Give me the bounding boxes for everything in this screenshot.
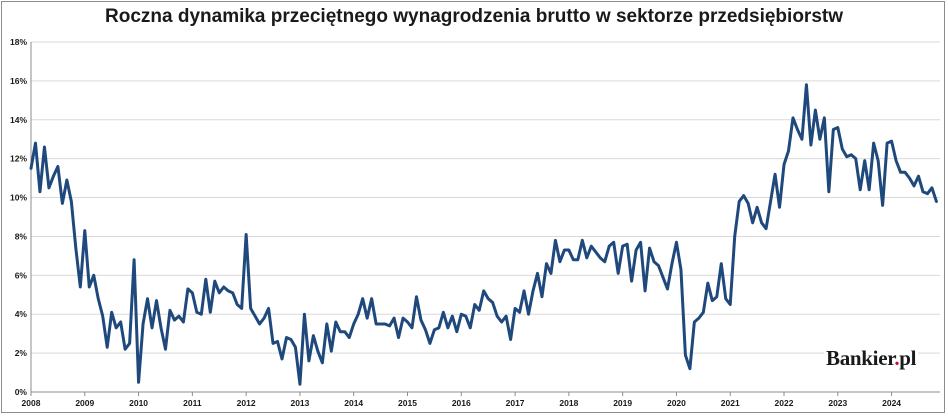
x-tick-label: 2012 (237, 398, 256, 408)
y-tick-label: 12% (10, 154, 27, 164)
x-tick-label: 2010 (129, 398, 148, 408)
x-tick-label: 2017 (506, 398, 525, 408)
y-tick-label: 4% (15, 309, 28, 319)
series-line (29, 83, 938, 386)
y-tick-label: 6% (15, 270, 28, 280)
bankier-logo: Bankier.pl (824, 346, 919, 371)
chart-title: Roczna dynamika przeciętnego wynagrodzen… (105, 6, 843, 27)
y-tick-labels: 0% 2% 4% 6% 8% 10% 12% 14% 16% 18% (10, 37, 27, 397)
x-tick-label: 2013 (290, 398, 309, 408)
logo-text-b: pl (899, 346, 917, 370)
x-tick-label: 2019 (613, 398, 632, 408)
x-tick-label: 2021 (721, 398, 740, 408)
y-tick-label: 18% (10, 37, 27, 47)
y-tick-label: 16% (10, 76, 27, 86)
x-tick-label: 2014 (344, 398, 363, 408)
x-tick-label: 2022 (775, 398, 794, 408)
x-tick-label: 2011 (183, 398, 202, 408)
x-tick-label: 2018 (559, 398, 578, 408)
x-tick-labels: 2008 2009 2010 2011 2012 2013 2014 2015 2016 2017… (22, 398, 902, 408)
series-layer (29, 83, 938, 386)
y-tick-label: 10% (10, 193, 27, 203)
x-tick-label: 2008 (22, 398, 41, 408)
y-tick-label: 0% (15, 387, 28, 397)
x-tick-label: 2024 (882, 398, 901, 408)
x-tick-label: 2016 (452, 398, 471, 408)
x-tick-label: 2015 (398, 398, 417, 408)
gridlines (31, 41, 940, 354)
axes (30, 42, 940, 396)
x-tick-label: 2009 (75, 398, 94, 408)
y-tick-label: 8% (15, 231, 28, 241)
x-tick-label: 2023 (828, 398, 847, 408)
y-tick-label: 2% (15, 348, 28, 358)
y-tick-label: 14% (10, 115, 27, 125)
logo-text-a: Bankier (826, 346, 895, 370)
x-tick-label: 2020 (667, 398, 686, 408)
logo-dot: . (894, 346, 900, 370)
